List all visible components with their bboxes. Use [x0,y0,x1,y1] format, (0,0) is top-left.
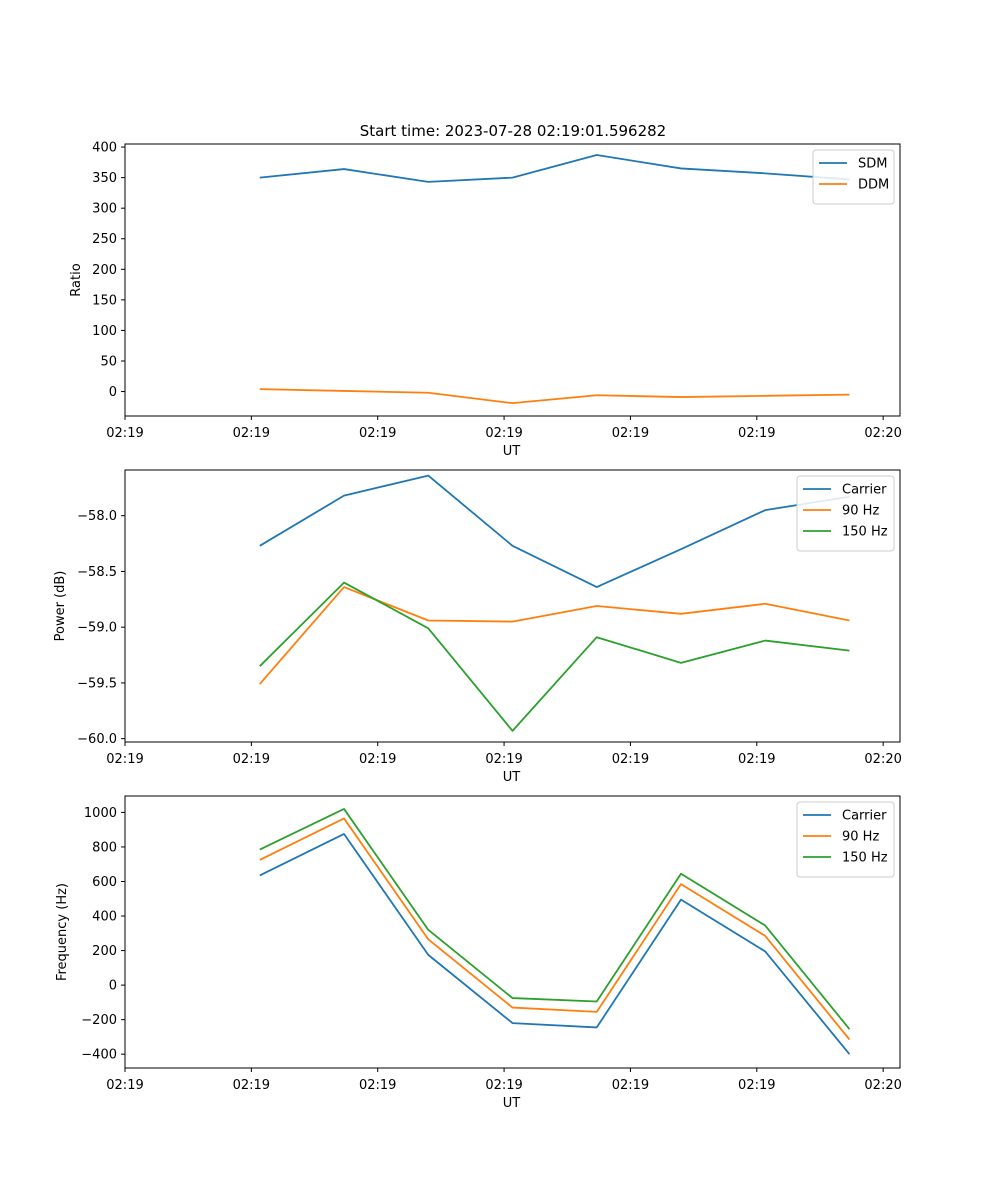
x-tick-label: 02:19 [233,752,270,767]
x-tick-label: 02:19 [612,752,649,767]
legend-label-sdm: SDM [858,157,887,172]
y-tick-label: 250 [92,232,117,247]
x-tick-label: 02:19 [485,426,522,441]
panel-ratio: 02:19 02:19 02:19 02:19 02:19 02:19 02:20 0 50 10… [69,141,902,459]
y-tick-label: −60.0 [77,732,117,747]
series-line-carrier [259,833,851,1055]
legend: SDM DDM [812,149,895,205]
y-tick-label: −400 [81,1048,117,1063]
x-tick-label: 02:19 [233,1078,270,1093]
x-tick-label: 02:19 [359,426,396,441]
x-tick-label: 02:19 [612,1078,649,1093]
x-tick-label: 02:19 [106,752,143,767]
y-tick-label: 100 [92,324,117,339]
x-tick-label: 02:20 [864,1078,901,1093]
y-axis-label: Ratio [69,263,84,296]
x-tick-label: 02:19 [359,752,396,767]
x-tick-label: 02:19 [106,426,143,441]
legend-label-ddm: DDM [858,178,889,193]
x-tick-label: 02:19 [738,752,775,767]
x-tick-label: 02:20 [864,752,901,767]
legend-label-carrier: Carrier [842,483,887,498]
y-tick-label: 150 [92,293,117,308]
x-tick-label: 02:19 [612,426,649,441]
x-tick-label: 02:19 [485,1078,522,1093]
y-tick-label: 800 [92,840,117,855]
y-tick-label: 400 [92,141,117,156]
y-tick-label: −200 [81,1013,117,1028]
y-tick-label: 0 [109,979,117,994]
legend: Carrier 90 Hz 150 Hz [796,801,895,878]
y-tick-label: −59.5 [77,676,117,691]
y-tick-label: 50 [100,354,117,369]
x-tick-label: 02:19 [738,1078,775,1093]
legend-label-90-hz: 90 Hz [842,504,879,519]
legend-box [796,801,895,878]
series-line-carrier [259,474,850,588]
y-tick-label: −59.0 [77,621,117,636]
x-tick-label: 02:19 [233,426,270,441]
panel-power: 02:19 02:19 02:19 02:19 02:19 02:19 02:20 −60.0… [53,469,902,785]
x-tick-label: 02:20 [864,426,901,441]
x-axis-label: UT [503,1096,521,1111]
legend: Carrier 90 Hz 150 Hz [796,475,895,552]
y-axis-label: Frequency (Hz) [55,883,70,981]
x-tick-label: 02:19 [359,1078,396,1093]
legend-box [796,475,895,552]
y-tick-label: 200 [92,263,117,278]
legend-label-90-hz: 90 Hz [842,830,879,845]
series-line-150-hz [259,581,850,732]
y-tick-label: 200 [92,944,117,959]
series-line-90-hz [259,586,850,685]
y-tick-label: 350 [92,171,117,186]
y-tick-label: 1000 [84,806,117,821]
x-tick-label: 02:19 [738,426,775,441]
axes-frame [124,143,901,417]
x-tick-label: 02:19 [106,1078,143,1093]
legend-label-carrier: Carrier [842,809,887,824]
x-axis-label: UT [503,444,521,459]
series-line-sdm [259,154,850,183]
x-axis-label: UT [503,770,521,785]
axes-frame [124,469,901,743]
y-tick-label: 300 [92,202,117,217]
y-tick-label: −58.5 [77,565,117,580]
figure-title: Start time: 2023-07-28 02:19:01.596282 [360,122,666,140]
y-tick-label: −58.0 [77,509,117,524]
legend-label-150-hz: 150 Hz [842,851,888,866]
y-tick-label: 0 [109,385,117,400]
y-tick-label: 400 [92,910,117,925]
legend-label-150-hz: 150 Hz [842,525,888,540]
series-line-150-hz [259,808,851,1030]
x-tick-label: 02:19 [485,752,522,767]
panel-frequency: 02:19 02:19 02:19 02:19 02:19 02:19 02:20 −400 −… [55,795,902,1111]
axes-frame [124,795,901,1069]
y-axis-label: Power (dB) [53,571,68,642]
series-line-90-hz [259,817,851,1041]
series-line-ddm [259,388,850,405]
y-tick-label: 600 [92,875,117,890]
